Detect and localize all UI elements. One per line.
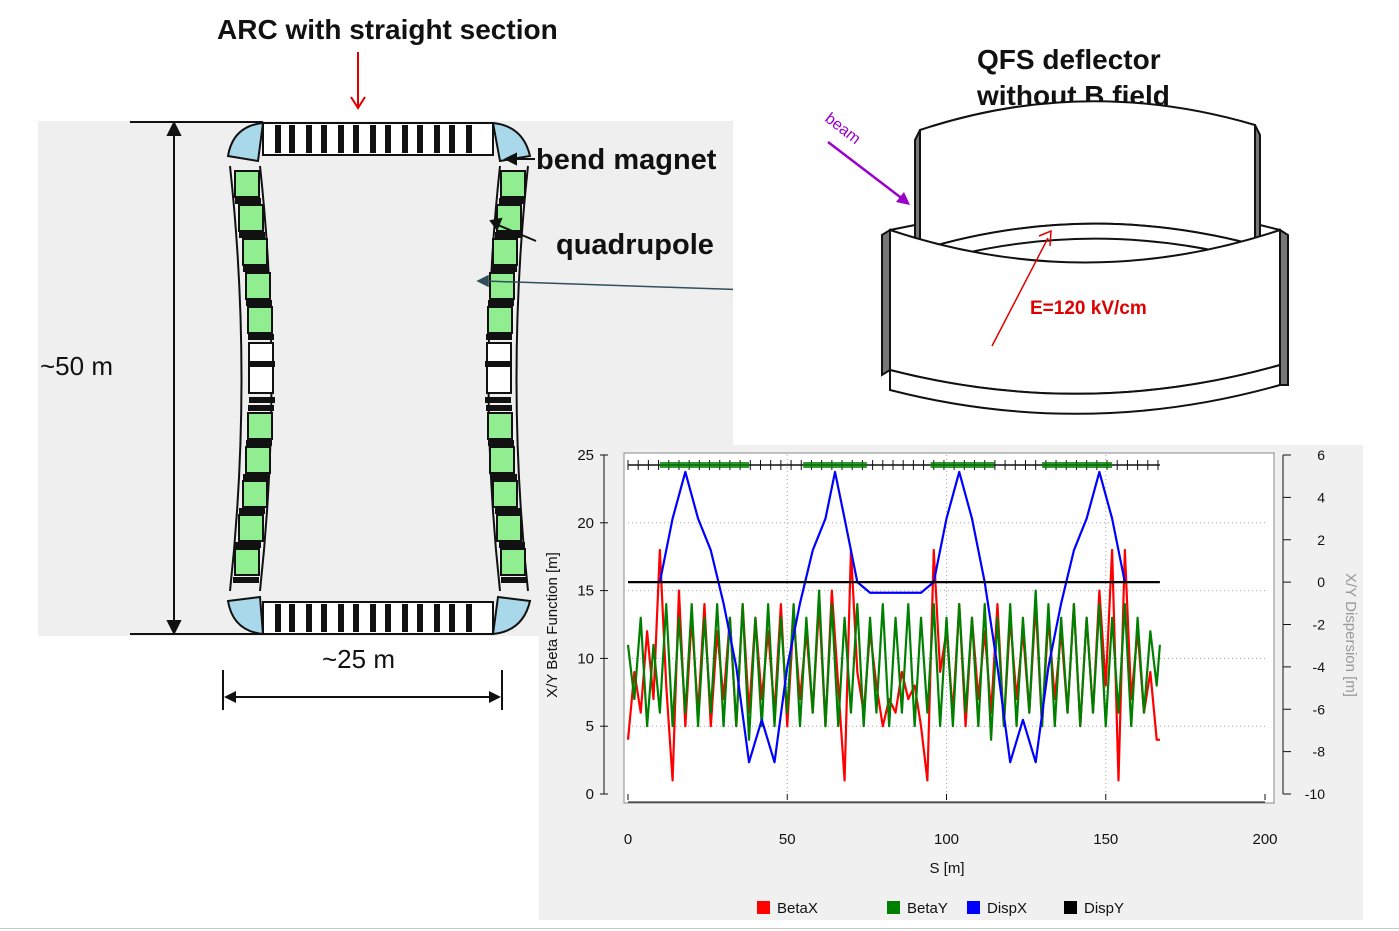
y2-tick-label: -4 — [1313, 659, 1326, 675]
plot-axes: 0 50 100 150 200 0 5 10 15 20 25 -10 -8 -6 -4 -2 0 2 4 6 — [577, 447, 1325, 848]
y-tick-label: 15 — [577, 583, 594, 600]
y-tick-label: 0 — [586, 786, 594, 803]
y2-tick-label: -2 — [1313, 617, 1326, 633]
right-arc-column — [485, 165, 529, 592]
field-label: E=120 kV/cm — [1030, 298, 1147, 319]
qfs-deflector-drawing — [827, 100, 1289, 415]
legend-label-dispy: DispY — [1084, 900, 1124, 917]
ring-diagram-panel — [38, 121, 733, 636]
y2-tick-label: -10 — [1305, 786, 1325, 802]
y2-tick-label: -8 — [1313, 744, 1326, 760]
plot-grid — [628, 455, 1265, 794]
x-tick-label: 200 — [1252, 831, 1277, 848]
width-dimension-line — [222, 670, 503, 710]
field-arrow-icon — [991, 229, 1052, 347]
lower-plate — [881, 224, 1289, 415]
y-tick-label: 5 — [586, 718, 594, 735]
lattice-quad-block — [803, 462, 867, 468]
lattice-plot: 0 50 100 150 200 0 5 10 15 20 25 -10 -8 -6 -4 -2 0 2 4 6 S … — [544, 447, 1359, 917]
y2-tick-label: 0 — [1317, 574, 1325, 590]
height-dimension-line — [130, 121, 263, 636]
y-tick-label: 10 — [577, 650, 594, 667]
title-down-arrow-icon — [350, 52, 366, 110]
legend-label-betay: BetaY — [907, 900, 948, 917]
legend-swatch-dispx — [967, 901, 980, 914]
y-axis-label: X/Y Beta Function [m] — [544, 552, 561, 698]
x-tick-label: 100 — [934, 831, 959, 848]
plot-legend: BetaX BetaY DispX DispY — [757, 900, 1124, 917]
label-arrows — [489, 152, 537, 242]
x-axis-label: S [m] — [929, 860, 964, 877]
plot-series — [626, 470, 1161, 782]
x-tick-label: 0 — [624, 831, 632, 848]
lattice-quad-block — [1042, 462, 1113, 468]
deflector-to-ring-arrow — [476, 274, 733, 291]
bottom-straight-section — [262, 601, 494, 635]
lattice-quad-block — [930, 462, 995, 468]
lattice-element-strip — [627, 460, 1160, 470]
ring-title: ARC with straight section — [217, 14, 558, 45]
beam-arrow-icon — [827, 141, 910, 205]
lattice-plot-panel: 0 50 100 150 200 0 5 10 15 20 25 -10 -8 -6 -4 -2 0 2 4 6 S … — [539, 445, 1363, 920]
y2-tick-label: -6 — [1313, 701, 1326, 717]
y2-tick-label: 2 — [1317, 532, 1325, 548]
legend-swatch-betax — [757, 901, 770, 914]
y-tick-label: 20 — [577, 515, 594, 532]
bend-magnet-label: bend magnet — [536, 144, 717, 176]
top-straight-section — [262, 122, 494, 156]
left-arc-column — [229, 165, 275, 592]
y2-tick-label: 4 — [1317, 489, 1325, 505]
y2-axis-label: X/Y Dispersion [m] — [1342, 573, 1359, 697]
legend-swatch-betay — [887, 901, 900, 914]
series-line-dispx — [658, 470, 1126, 764]
y-tick-label: 25 — [577, 447, 594, 464]
y2-tick-label: 6 — [1317, 447, 1325, 463]
deflector-title-line1: QFS deflector — [977, 44, 1161, 75]
ring-lattice-drawing — [130, 121, 733, 636]
bend-magnets — [226, 121, 532, 636]
legend-swatch-dispy — [1064, 901, 1077, 914]
series-line-betay — [626, 589, 1161, 741]
upper-plate — [914, 100, 1261, 267]
x-tick-label: 50 — [779, 831, 796, 848]
x-tick-label: 150 — [1093, 831, 1118, 848]
width-label: ~25 m — [322, 644, 395, 674]
legend-label-dispx: DispX — [987, 900, 1027, 917]
lattice-quad-block — [659, 462, 750, 468]
height-label: ~50 m — [40, 351, 113, 381]
bottom-divider — [0, 928, 1399, 929]
quadrupole-label: quadrupole — [556, 229, 714, 261]
legend-label-betax: BetaX — [777, 900, 818, 917]
